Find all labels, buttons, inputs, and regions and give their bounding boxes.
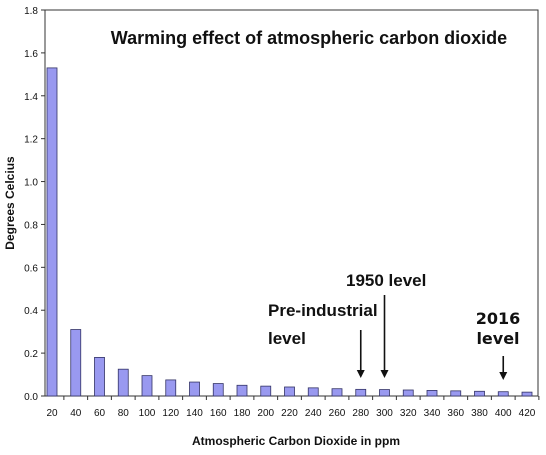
x-tick-label: 340	[424, 408, 441, 419]
x-tick-label: 320	[400, 408, 417, 419]
x-axis-ticks: 20 40 60 80 100 120 140 160 180 200 220 240 260 280 30…	[46, 396, 540, 419]
bar	[402, 389, 414, 397]
annotation-label: level	[268, 329, 306, 348]
x-tick-label: 220	[281, 408, 298, 419]
bar	[212, 383, 224, 397]
y-tick-label: 0.4	[24, 306, 38, 317]
x-tick-label: 380	[471, 408, 488, 419]
annotation-label: 1950 level	[346, 271, 426, 290]
y-tick-label: 1.2	[24, 135, 38, 146]
x-tick-label: 20	[46, 408, 58, 419]
bar	[94, 356, 105, 397]
y-tick-label: 0.6	[24, 263, 38, 274]
x-tick-label: 400	[495, 408, 512, 419]
y-tick-label: 1.8	[24, 6, 38, 17]
annotation-label: Pre-industrial	[268, 301, 378, 320]
bar	[46, 67, 58, 397]
y-axis-label: Degrees Celcius	[3, 156, 17, 250]
bar	[474, 390, 485, 397]
annotation-label: level	[476, 329, 519, 348]
bar	[165, 379, 177, 397]
bar	[117, 368, 129, 397]
y-tick-label: 1.4	[24, 92, 38, 103]
bar	[450, 390, 462, 397]
bar	[497, 391, 509, 397]
x-axis-label: Atmospheric Carbon Dioxide in ppm	[192, 434, 400, 448]
chart-title: Warming effect of atmospheric carbon dio…	[111, 28, 507, 48]
bar	[284, 386, 295, 397]
y-tick-label: 1.6	[24, 49, 38, 60]
bar	[70, 329, 82, 397]
annotation-arrow-head	[356, 370, 365, 378]
x-tick-label: 80	[118, 408, 130, 419]
bar	[141, 375, 153, 397]
bar	[189, 381, 200, 397]
x-tick-label: 360	[447, 408, 464, 419]
x-tick-label: 60	[94, 408, 106, 419]
x-tick-label: 240	[305, 408, 322, 419]
x-tick-label: 100	[139, 408, 156, 419]
y-axis-ticks: 0.0 0.2 0.4 0.6 0.8 1.0 1.2 1.4 1.6 1.8	[24, 6, 45, 403]
annotation-label: 2016	[476, 309, 521, 328]
bar	[379, 389, 390, 397]
y-tick-label: 0.8	[24, 220, 38, 231]
x-tick-label: 120	[162, 408, 179, 419]
annotation-arrow-head	[499, 372, 508, 380]
y-tick-label: 0.2	[24, 349, 38, 360]
x-tick-label: 180	[234, 408, 251, 419]
bar	[355, 388, 367, 397]
bar	[236, 384, 248, 397]
x-tick-label: 200	[257, 408, 274, 419]
x-tick-label: 40	[70, 408, 82, 419]
bar	[331, 388, 343, 397]
bar	[260, 385, 272, 397]
bar	[426, 390, 438, 397]
x-tick-label: 300	[376, 408, 393, 419]
x-tick-label: 160	[210, 408, 227, 419]
x-tick-label: 420	[519, 408, 536, 419]
y-tick-label: 1.0	[24, 178, 38, 189]
annotation-arrow-head	[380, 370, 389, 378]
x-tick-label: 140	[186, 408, 203, 419]
x-tick-label: 260	[329, 408, 346, 419]
bar	[521, 391, 533, 397]
x-tick-label: 280	[352, 408, 369, 419]
bars	[46, 67, 533, 397]
y-tick-label: 0.0	[24, 392, 38, 403]
bar	[307, 387, 319, 397]
